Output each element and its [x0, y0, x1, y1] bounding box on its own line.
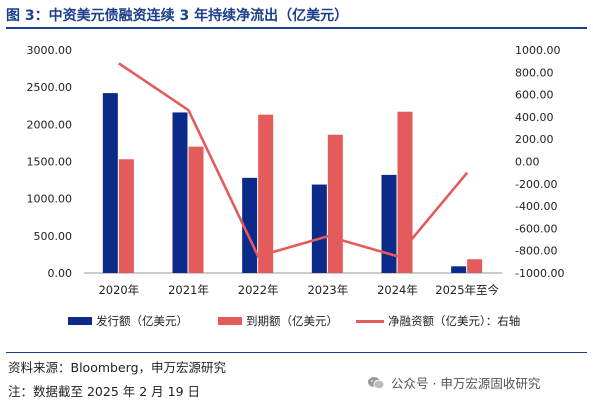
y-left-tick-label: 3000.00	[27, 44, 73, 57]
x-tick-label: 2024年	[377, 283, 418, 297]
y-left-tick-label: 2500.00	[27, 81, 73, 94]
chart-title: 图 3：中资美元债融资连续 3 年持续净流出（亿美元）	[6, 8, 349, 24]
x-tick-label: 2021年	[168, 283, 209, 297]
bar-maturity	[397, 111, 413, 274]
y-right-tick-label: 0.00	[515, 156, 540, 169]
x-tick-label: 2023年	[307, 283, 348, 297]
y-right-tick-label: -200.00	[515, 178, 557, 191]
watermark: 公众号 · 申万宏源固收研究	[367, 373, 540, 392]
legend-label-issuance: 发行额（亿美元）	[96, 314, 188, 328]
y-left-tick-label: 0.00	[48, 267, 73, 280]
bar-maturity	[118, 159, 134, 273]
y-right-tick-label: -400.00	[515, 200, 557, 213]
y-right-tick-label: -800.00	[515, 245, 557, 258]
legend: 发行额（亿美元） 到期额（亿美元） 净融资额（亿美元）：右轴	[0, 313, 593, 333]
y-left-tick-label: 500.00	[34, 230, 73, 243]
x-tick-label: 2020年	[98, 283, 139, 297]
legend-label-maturity: 到期额（亿美元）	[246, 314, 338, 328]
bar-maturity	[467, 259, 483, 273]
legend-label-net-financing: 净融资额（亿美元）：右轴	[388, 314, 521, 328]
y-right-tick-label: 800.00	[515, 66, 554, 79]
watermark-text: 公众号 · 申万宏源固收研究	[391, 376, 541, 391]
y-left-tick-label: 1000.00	[27, 193, 73, 206]
legend-item-maturity: 到期额（亿美元）	[218, 313, 338, 329]
footer-divider	[6, 352, 587, 353]
y-left-tick-label: 1500.00	[27, 156, 73, 169]
y-right-tick-label: 600.00	[515, 89, 554, 102]
x-tick-label: 2025年至今	[435, 283, 499, 297]
legend-swatch-issuance	[68, 317, 92, 325]
wechat-icon	[368, 376, 385, 389]
legend-swatch-maturity	[218, 317, 242, 325]
y-left-tick-label: 2000.00	[27, 118, 73, 131]
net-financing-line	[118, 62, 469, 258]
bar-issuance	[172, 112, 188, 273]
bar-maturity	[327, 134, 343, 273]
x-tick-label: 2022年	[238, 283, 279, 297]
data-date-note: 注：数据截至 2025 年 2 月 19 日	[8, 384, 201, 399]
legend-item-net-financing: 净融资额（亿美元）：右轴	[356, 313, 520, 329]
bar-issuance	[311, 184, 327, 273]
bar-issuance	[381, 174, 397, 273]
bar-maturity	[188, 146, 204, 273]
bar-issuance	[451, 266, 467, 273]
y-right-tick-label: -1000.00	[515, 267, 564, 280]
bar-maturity	[258, 114, 274, 273]
y-right-tick-label: 1000.00	[515, 44, 561, 57]
legend-item-issuance: 发行额（亿美元）	[68, 313, 188, 329]
title-divider	[6, 27, 587, 29]
y-right-tick-label: 200.00	[515, 133, 554, 146]
chart-area: 0.00 500.00 1000.00 1500.00 2000.00 2500.00 30…	[27, 44, 565, 297]
bar-issuance	[102, 93, 118, 273]
legend-swatch-net-financing	[356, 319, 384, 323]
y-right-tick-label: -600.00	[515, 222, 557, 235]
y-right-tick-label: 400.00	[515, 111, 554, 124]
source-note: 资料来源：Bloomberg，申万宏源研究	[8, 360, 226, 375]
